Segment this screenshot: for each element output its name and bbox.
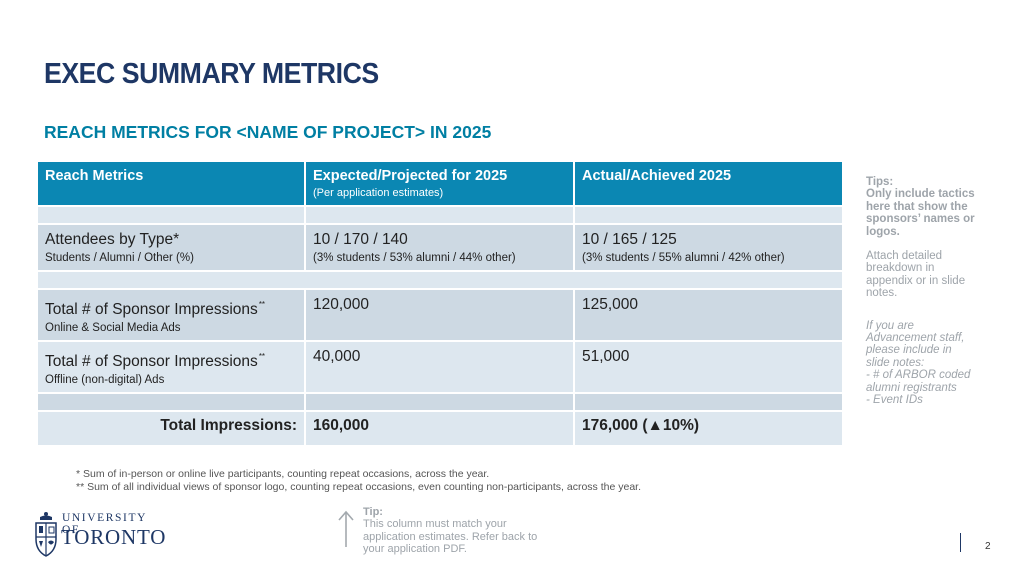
slide-subtitle: REACH METRICS FOR <NAME OF PROJECT> IN 2… <box>44 122 492 142</box>
total-label: Total Impressions: <box>36 410 306 447</box>
total-actual: 176,000 (▲10%) <box>573 410 844 447</box>
university-logo: UNIVERSITY OF TORONTO <box>35 511 165 557</box>
logo-line2: TORONTO <box>61 525 167 549</box>
tips-advancement-note: If you are Advancement staff, please inc… <box>866 320 978 407</box>
table-header-row: Reach Metrics Expected/Projected for 202… <box>36 160 844 207</box>
expected-value: 10 / 170 / 140 <box>313 231 408 248</box>
metric-sublabel: Online & Social Media Ads <box>45 322 181 334</box>
footnote: ** Sum of all individual views of sponso… <box>76 480 641 493</box>
metric-label: Attendees by Type* <box>45 231 180 248</box>
bottom-tip-heading: Tip: <box>363 506 383 518</box>
metric-label-cell: Total # of Sponsor Impressions** Online … <box>36 288 306 342</box>
header-actual: Actual/Achieved 2025 <box>573 160 844 207</box>
actual-cell: 51,000 <box>573 340 844 394</box>
metric-label: Total # of Sponsor Impressions <box>45 301 258 318</box>
header-label: Actual/Achieved 2025 <box>582 168 732 184</box>
expected-value: 40,000 <box>313 348 361 365</box>
actual-value: 125,000 <box>582 296 639 313</box>
table-cell <box>573 205 844 225</box>
table-row-attendees: Attendees by Type* Students / Alumni / O… <box>36 223 844 272</box>
header-sublabel: (Per application estimates) <box>313 187 444 199</box>
table-cell <box>36 392 306 412</box>
metric-label: Total # of Sponsor Impressions <box>45 353 258 370</box>
header-reach-metrics: Reach Metrics <box>36 160 306 207</box>
table-row-online-impressions: Total # of Sponsor Impressions** Online … <box>36 288 844 342</box>
page-divider <box>960 533 961 552</box>
footnotes: * Sum of in-person or online live partic… <box>76 468 641 493</box>
expected-value: 120,000 <box>313 296 370 313</box>
table-cell <box>36 270 844 290</box>
table-row-blank <box>36 270 844 290</box>
crest-icon <box>35 512 57 557</box>
footnote-marker: ** <box>258 300 266 309</box>
actual-value: 51,000 <box>582 348 630 365</box>
table-cell <box>36 205 306 225</box>
header-label: Expected/Projected for 2025 <box>313 168 508 184</box>
metric-label-cell: Attendees by Type* Students / Alumni / O… <box>36 223 306 272</box>
total-expected: 160,000 <box>304 410 575 447</box>
metric-label-cell: Total # of Sponsor Impressions** Offline… <box>36 340 306 394</box>
metric-sublabel: Offline (non-digital) Ads <box>45 374 165 386</box>
expected-cell: 120,000 <box>304 288 575 342</box>
actual-value: 10 / 165 / 125 <box>582 231 677 248</box>
tips-bold-text: Only include tactics here that show the … <box>866 188 975 238</box>
tips-advancement-line: - Event IDs <box>866 394 923 407</box>
header-expected: Expected/Projected for 2025 (Per applica… <box>304 160 575 207</box>
table-row-blank <box>36 392 844 412</box>
tips-advancement-line: - # of ARBOR coded alumni registrants <box>866 369 971 394</box>
expected-cell: 10 / 170 / 140 (3% students / 53% alumni… <box>304 223 575 272</box>
tips-attach-text: Attach detailed breakdown in appendix or… <box>866 250 966 300</box>
page-number: 2 <box>985 541 991 552</box>
reach-metrics-table: Reach Metrics Expected/Projected for 202… <box>36 160 844 447</box>
logo-line1: UNIVERSITY OF <box>62 512 147 536</box>
table-row-total: Total Impressions: 160,000 176,000 (▲10%… <box>36 410 844 447</box>
expected-cell: 40,000 <box>304 340 575 394</box>
metric-label-line: Total # of Sponsor Impressions** <box>45 348 297 371</box>
bottom-tip-text: Tip: This column must match your applica… <box>363 506 538 556</box>
table-cell <box>304 392 575 412</box>
tips-advancement-line: If you are Advancement staff, please inc… <box>866 319 965 369</box>
actual-breakdown: (3% students / 55% alumni / 42% other) <box>582 252 785 264</box>
expected-breakdown: (3% students / 53% alumni / 44% other) <box>313 252 516 264</box>
table-row-offline-impressions: Total # of Sponsor Impressions** Offline… <box>36 340 844 394</box>
slide-title: EXEC SUMMARY METRICS <box>44 58 379 90</box>
actual-cell: 10 / 165 / 125 (3% students / 55% alumni… <box>573 223 844 272</box>
tips-heading: Tips: <box>866 176 894 188</box>
table-row-blank <box>36 205 844 225</box>
footnote: * Sum of in-person or online live partic… <box>76 468 490 480</box>
bottom-tip-body: This column must match your application … <box>363 518 538 556</box>
tips-panel: Tips: Only include tactics here that sho… <box>866 176 978 407</box>
footnote-marker: ** <box>258 352 266 361</box>
metric-sublabel: Students / Alumni / Other (%) <box>45 252 194 264</box>
actual-cell: 125,000 <box>573 288 844 342</box>
metric-label-line: Total # of Sponsor Impressions** <box>45 296 297 319</box>
up-arrow-icon <box>338 510 354 547</box>
table-cell <box>304 205 575 225</box>
header-label: Reach Metrics <box>45 168 144 184</box>
table-cell <box>573 392 844 412</box>
